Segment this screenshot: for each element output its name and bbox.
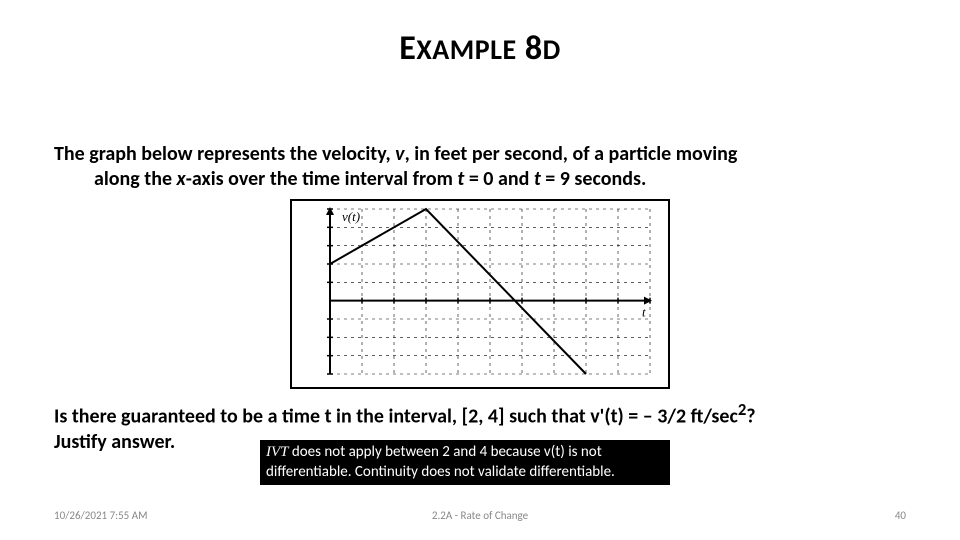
chart-svg: v(t) t [290, 199, 670, 389]
title-xample: XAMPLE [416, 32, 516, 67]
p1-v: v [395, 142, 404, 166]
p1-t2: , in feet per second, of a particle movi… [405, 142, 738, 166]
p1-t6: = 9 seconds. [541, 167, 647, 191]
slide: EXAMPLE 8D The graph below represents th… [0, 0, 960, 540]
p2-t2: (t) = – 3/2 ft/sec [604, 405, 737, 429]
title-d: D [543, 32, 561, 67]
title-space [517, 28, 525, 69]
p2-t1: Is there guaranteed to be a time t in th… [54, 405, 590, 429]
answer-line1: does not apply between 2 and 4 because v… [289, 443, 602, 461]
chart-border [291, 200, 669, 388]
title-e: E [399, 28, 416, 69]
footer-page: 40 [895, 509, 906, 522]
slide-title: EXAMPLE 8D [0, 28, 960, 69]
answer-ivt: IVT [266, 444, 289, 460]
p1-tvar2: t [534, 167, 541, 191]
p2-sq: 2 [738, 400, 746, 420]
answer-line2: differentiable. Continuity does not vali… [266, 463, 615, 481]
p2-t4: Justify answer. [54, 430, 175, 454]
p2-t3: ? [746, 405, 755, 429]
svg-text:v(t): v(t) [342, 209, 360, 224]
answer-box: IVT does not apply between 2 and 4 becau… [260, 440, 670, 485]
p1-x: x [177, 167, 186, 191]
p1-t3: along the [94, 167, 177, 191]
problem-statement: The graph below represents the velocity,… [54, 142, 904, 192]
p1-t4: -axis over the time interval from [186, 167, 458, 191]
p1-t1: The graph below represents the velocity, [54, 142, 395, 166]
title-8: 8 [525, 28, 543, 69]
footer-center: 2.2A - Rate of Change [0, 509, 960, 522]
svg-text:t: t [642, 305, 646, 320]
p1-t5: = 0 and [464, 167, 534, 191]
velocity-chart: v(t) t [290, 199, 670, 389]
p2-vprime: v' [590, 405, 604, 429]
